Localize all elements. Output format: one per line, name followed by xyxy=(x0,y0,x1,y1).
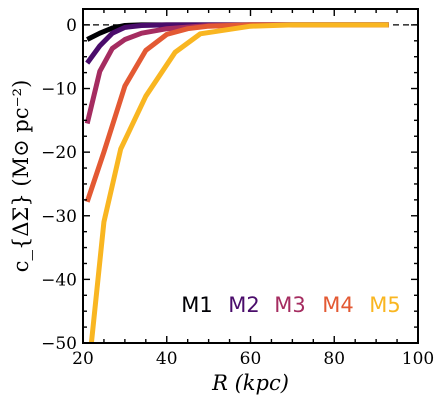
legend-entry-m3: M3 xyxy=(274,293,305,317)
legend: M1 M2 M3 M4 M5 xyxy=(181,293,400,317)
series-line-m4 xyxy=(84,22,389,203)
y-tick-label: −20 xyxy=(41,143,77,163)
series-layer xyxy=(84,22,389,344)
legend-entry-m4: M4 xyxy=(322,293,353,317)
x-tick-label: 40 xyxy=(156,349,178,369)
y-tick-label: −50 xyxy=(41,334,77,354)
y-tick-label: −10 xyxy=(41,80,77,100)
x-tick-label: 100 xyxy=(402,349,434,369)
x-tick-label: 60 xyxy=(240,349,262,369)
legend-entry-m2: M2 xyxy=(228,293,259,317)
labels-layer: 20 40 60 80 100 0 −10 −20 −30 −40 −50 R (kpc) c_{ΔΣ}… xyxy=(9,16,434,395)
legend-entry-m1: M1 xyxy=(181,293,212,317)
legend-entry-m5: M5 xyxy=(369,293,400,317)
series-line-m2 xyxy=(85,22,389,65)
y-tick-label: −40 xyxy=(41,270,77,290)
y-axis-label: c_{ΔΣ} (M⊙ pc⁻²) xyxy=(9,80,33,273)
x-tick-label: 20 xyxy=(72,349,94,369)
y-tick-label: 0 xyxy=(66,16,77,36)
x-tick-label: 80 xyxy=(323,349,345,369)
y-tick-label: −30 xyxy=(41,207,77,227)
ticks-layer xyxy=(82,8,419,344)
x-axis-label: R (kpc) xyxy=(211,371,289,395)
series-line-m5 xyxy=(88,22,389,344)
